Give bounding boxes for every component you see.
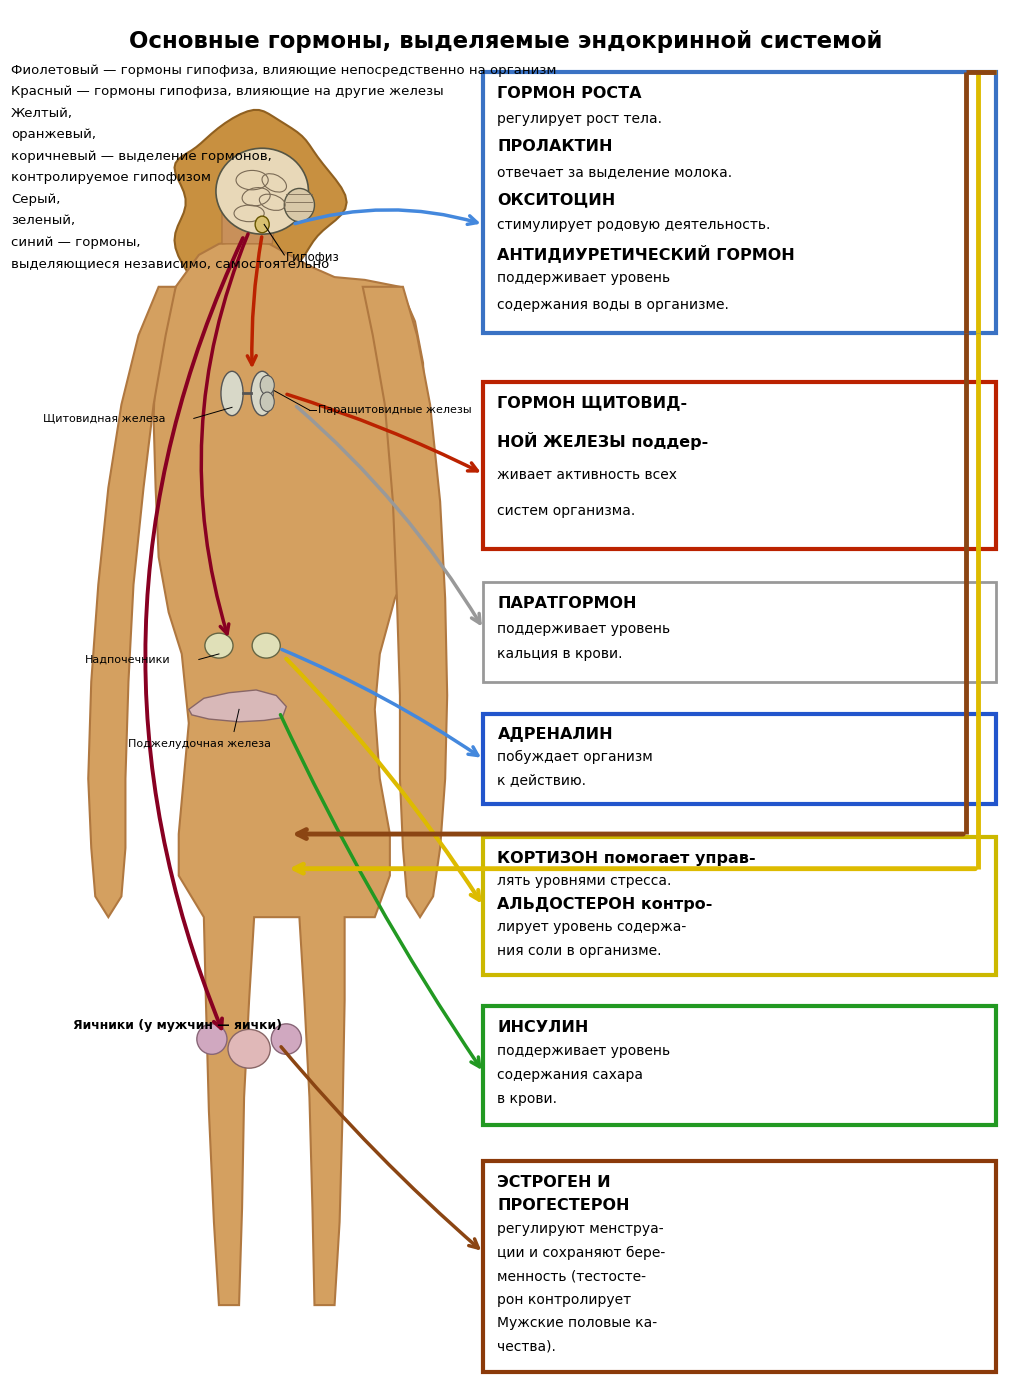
Text: КОРТИЗОН помогает управ-: КОРТИЗОН помогает управ- [497, 851, 756, 865]
Text: лять уровнями стресса.: лять уровнями стресса. [497, 874, 672, 887]
Text: выделяющиеся независимо, самостоятельно: выделяющиеся независимо, самостоятельно [11, 257, 329, 270]
Text: ции и сохраняют бере-: ции и сохраняют бере- [497, 1245, 665, 1260]
Text: менность (тестосте-: менность (тестосте- [497, 1269, 646, 1283]
Text: Мужские половые ка-: Мужские половые ка- [497, 1316, 657, 1330]
Text: регулируют менструа-: регулируют менструа- [497, 1221, 664, 1237]
FancyBboxPatch shape [483, 714, 996, 804]
Ellipse shape [255, 216, 269, 232]
Ellipse shape [221, 371, 243, 416]
Ellipse shape [228, 1029, 270, 1068]
Text: ПАРАТГОРМОН: ПАРАТГОРМОН [497, 595, 637, 611]
Ellipse shape [284, 188, 314, 221]
Text: АНТИДИУРЕТИЧЕСКИЙ ГОРМОН: АНТИДИУРЕТИЧЕСКИЙ ГОРМОН [497, 245, 796, 263]
Text: ГОРМОН ЩИТОВИД-: ГОРМОН ЩИТОВИД- [497, 396, 687, 412]
Ellipse shape [205, 633, 233, 658]
Text: в крови.: в крови. [497, 1092, 557, 1106]
Text: Надпочечники: Надпочечники [85, 655, 171, 665]
Text: Красный — гормоны гипофиза, влияющие на другие железы: Красный — гормоны гипофиза, влияющие на … [11, 85, 444, 99]
Text: ОКСИТОЦИН: ОКСИТОЦИН [497, 192, 616, 207]
Polygon shape [175, 110, 347, 291]
Ellipse shape [197, 1024, 227, 1054]
Text: кальция в крови.: кальция в крови. [497, 647, 623, 662]
Circle shape [260, 392, 274, 412]
Text: Щитовидная железа: Щитовидная железа [43, 413, 166, 423]
Text: Желтый,: Желтый, [11, 107, 73, 120]
Polygon shape [363, 287, 447, 917]
Text: ПРОГЕСТЕРОН: ПРОГЕСТЕРОН [497, 1199, 630, 1213]
Text: систем организма.: систем организма. [497, 505, 636, 519]
Text: живает активность всех: живает активность всех [497, 469, 677, 483]
Text: побуждает организм: побуждает организм [497, 750, 653, 764]
Text: регулирует рост тела.: регулирует рост тела. [497, 113, 662, 127]
FancyBboxPatch shape [483, 383, 996, 548]
Text: Гипофиз: Гипофиз [286, 252, 340, 264]
Text: Основные гормоны, выделяемые эндокринной системой: Основные гормоны, выделяемые эндокринной… [128, 31, 883, 53]
FancyBboxPatch shape [483, 837, 996, 975]
FancyBboxPatch shape [483, 581, 996, 682]
Text: содержания воды в организме.: содержания воды в организме. [497, 298, 729, 312]
Text: ПРОЛАКТИН: ПРОЛАКТИН [497, 139, 613, 154]
Ellipse shape [251, 371, 273, 416]
Text: контролируемое гипофизом: контролируемое гипофизом [11, 171, 211, 184]
Text: ИНСУЛИН: ИНСУЛИН [497, 1020, 588, 1035]
Text: чества).: чества). [497, 1340, 556, 1353]
Text: АЛЬДОСТЕРОН контро-: АЛЬДОСТЕРОН контро- [497, 897, 713, 912]
Ellipse shape [216, 149, 308, 234]
Text: коричневый — выделение гормонов,: коричневый — выделение гормонов, [11, 150, 272, 163]
Text: ЭСТРОГЕН И: ЭСТРОГЕН И [497, 1175, 611, 1189]
Polygon shape [154, 241, 425, 1305]
Polygon shape [222, 193, 276, 243]
Text: содержания сахара: содержания сахара [497, 1068, 643, 1082]
Text: ния соли в организме.: ния соли в организме. [497, 943, 662, 958]
Text: НОЙ ЖЕЛЕЗЫ поддер-: НОЙ ЖЕЛЕЗЫ поддер- [497, 433, 709, 451]
Text: лирует уровень содержа-: лирует уровень содержа- [497, 921, 686, 935]
Text: рон контролирует: рон контролирует [497, 1292, 632, 1306]
Text: Паращитовидные железы: Паращитовидные железы [318, 405, 472, 415]
Text: отвечает за выделение молока.: отвечает за выделение молока. [497, 166, 733, 179]
Text: поддерживает уровень: поддерживает уровень [497, 622, 670, 636]
Text: Поджелудочная железа: Поджелудочная железа [128, 739, 272, 748]
Ellipse shape [271, 1024, 301, 1054]
Ellipse shape [252, 633, 280, 658]
Text: поддерживает уровень: поддерживает уровень [497, 271, 670, 285]
FancyBboxPatch shape [483, 1006, 996, 1125]
Text: АДРЕНАЛИН: АДРЕНАЛИН [497, 727, 613, 743]
FancyBboxPatch shape [483, 72, 996, 332]
Text: поддерживает уровень: поддерживает уровень [497, 1043, 670, 1059]
Circle shape [260, 376, 274, 395]
Text: стимулирует родовую деятельность.: стимулирует родовую деятельность. [497, 218, 770, 232]
Polygon shape [189, 690, 286, 722]
Text: Яичники (у мужчин — яички): Яичники (у мужчин — яички) [73, 1018, 282, 1032]
Text: Фиолетовый — гормоны гипофиза, влияющие непосредственно на организм: Фиолетовый — гормоны гипофиза, влияющие … [11, 64, 556, 77]
Text: оранжевый,: оранжевый, [11, 128, 96, 140]
FancyBboxPatch shape [483, 1161, 996, 1372]
Text: синий — гормоны,: синий — гормоны, [11, 235, 141, 249]
Text: ГОРМОН РОСТА: ГОРМОН РОСТА [497, 86, 642, 102]
Text: к действию.: к действию. [497, 772, 586, 787]
Text: Серый,: Серый, [11, 192, 61, 206]
Polygon shape [88, 287, 176, 917]
Text: зеленый,: зеленый, [11, 214, 75, 227]
